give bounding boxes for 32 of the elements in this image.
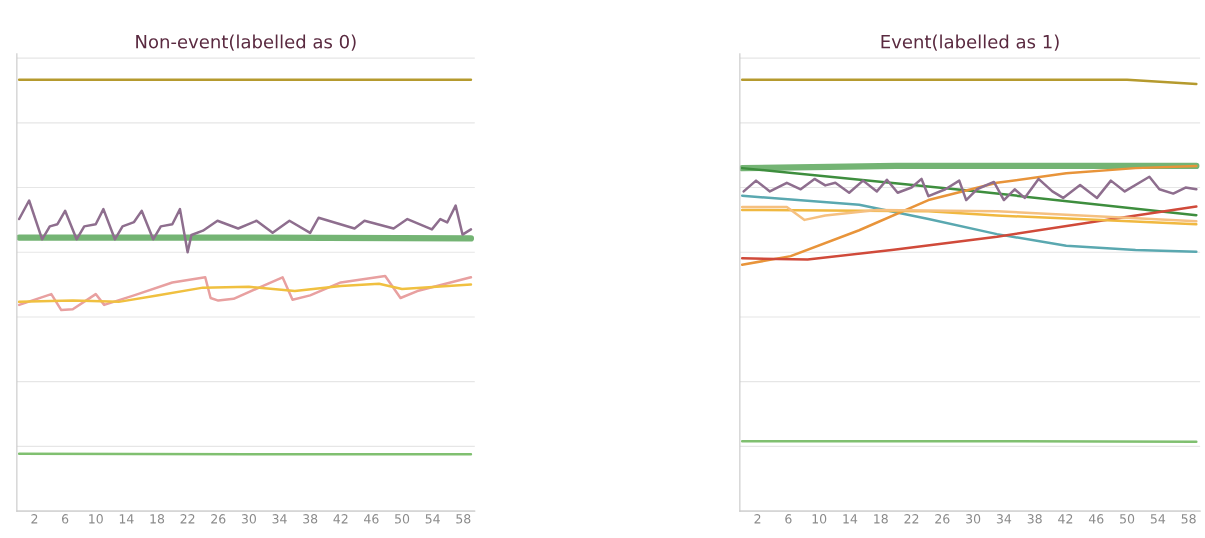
x-tick-label: 50	[1120, 514, 1135, 524]
x-tick-label: 14	[843, 514, 858, 524]
x-tick-label: 38	[1027, 514, 1042, 524]
x-tick-label: 22	[904, 514, 919, 524]
x-tick-label: 14	[119, 514, 134, 524]
x-tick-label: 6	[62, 514, 69, 524]
chart-title: Non-event(labelled as 0)	[136, 34, 356, 51]
x-tick-label: 10	[89, 514, 103, 524]
x-tick-label: 18	[874, 514, 888, 524]
x-tick-label: 34	[272, 514, 287, 524]
x-tick-label: 54	[425, 514, 440, 524]
x-tick-label: 18	[150, 514, 165, 524]
x-tick-label: 46	[364, 514, 379, 524]
x-tick-label: 42	[1058, 514, 1073, 524]
x-tick-label: 30	[966, 514, 981, 524]
x-tick-label: 50	[395, 514, 410, 524]
x-tick-label: 34	[996, 514, 1012, 524]
x-tick-label: 46	[1088, 514, 1104, 524]
x-tick-label: 10	[812, 514, 827, 524]
x-tick-label: 38	[303, 514, 318, 524]
x-tick-label: 58	[1181, 514, 1196, 524]
x-tick-label: 26	[211, 514, 226, 524]
x-tick-label: 22	[180, 514, 195, 524]
x-tick-label: 42	[333, 514, 348, 524]
x-tick-label: 30	[241, 514, 257, 524]
x-tick-label: 2	[31, 514, 38, 524]
x-tick-label: 26	[935, 514, 950, 524]
x-tick-label: 54	[1150, 514, 1166, 524]
x-tick-label: 58	[456, 514, 471, 524]
x-tick-label: 6	[785, 514, 792, 524]
chart-title: Event(labelled as 1)	[881, 34, 1059, 51]
x-tick-label: 2	[754, 514, 761, 524]
